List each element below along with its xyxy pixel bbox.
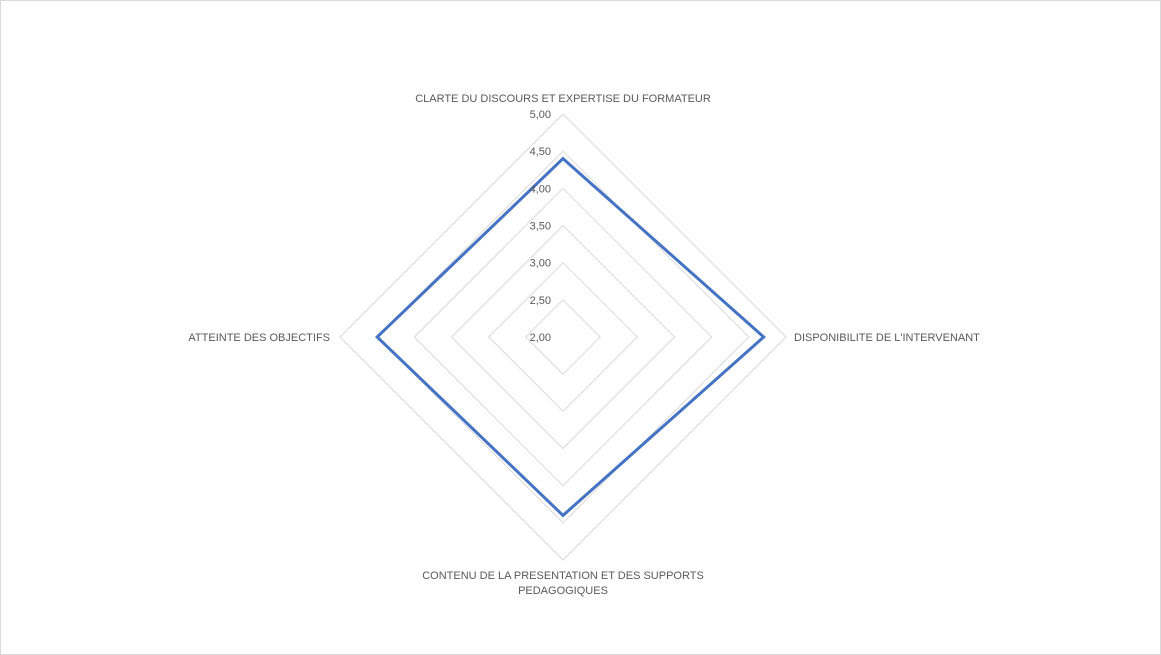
gridline-ring <box>450 224 676 450</box>
axis-label: DISPONIBILITE DE L'INTERVENANT <box>794 332 980 344</box>
gridline-ring <box>376 150 750 524</box>
tick-label: 4,50 <box>530 146 551 158</box>
axis-label: ATTEINTE DES OBJECTIFS <box>188 332 330 344</box>
gridline-ring <box>487 261 639 413</box>
gridline-ring <box>525 299 601 375</box>
tick-label: 3,50 <box>530 221 551 233</box>
axis-label: CONTENU DE LA PRESENTATION ET DES SUPPOR… <box>422 570 704 582</box>
tick-label: 5,00 <box>530 109 551 121</box>
tick-label: 4,00 <box>530 183 551 195</box>
tick-label: 2,00 <box>530 332 551 344</box>
tick-label: 2,50 <box>530 295 551 307</box>
axis-label: CLARTE DU DISCOURS ET EXPERTISE DU FORMA… <box>415 93 711 105</box>
tick-label: 3,00 <box>530 258 551 270</box>
series-line <box>375 156 766 518</box>
gridline-ring <box>413 187 713 487</box>
axis-label: PEDAGOGIQUES <box>518 585 608 597</box>
gridline-ring <box>339 113 787 561</box>
